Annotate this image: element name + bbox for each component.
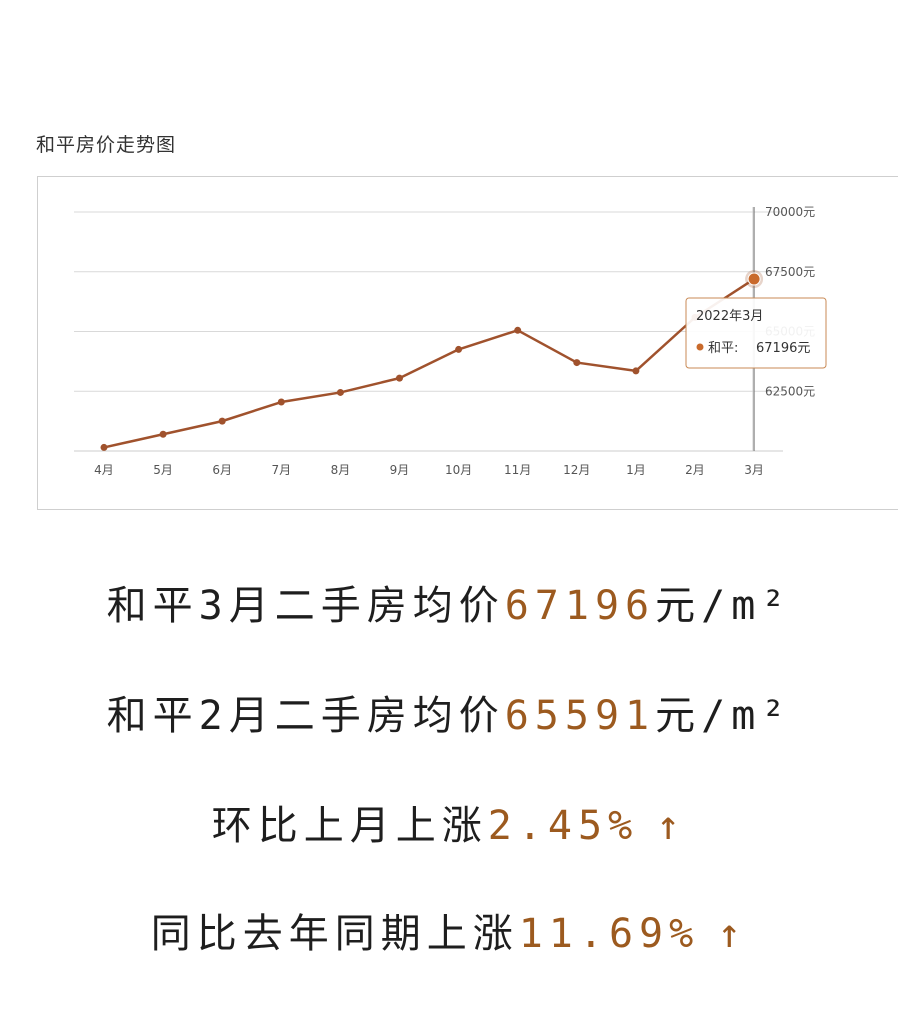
chart-title: 和平房价走势图 — [36, 134, 177, 156]
x-tick-label: 1月 — [626, 463, 646, 477]
chart-panel: 62500元65000元67500元70000元4月5月6月7月8月9月10月1… — [37, 176, 898, 510]
up-arrow-icon: ↑ — [717, 911, 748, 957]
y-tick-label: 62500元 — [765, 384, 815, 398]
x-tick-label: 3月 — [744, 463, 764, 477]
tooltip-series-dot — [696, 343, 704, 351]
data-point — [277, 398, 285, 406]
stat-month-over-month: 环比上月上涨2.45% ↑ — [0, 793, 898, 851]
tooltip-box — [685, 297, 827, 369]
data-point — [159, 430, 167, 438]
stat-value: 67196 — [504, 583, 656, 629]
stat-label: 和平3月二手房均价 — [106, 583, 505, 629]
x-tick-label: 2月 — [685, 463, 705, 477]
x-tick-label: 8月 — [331, 463, 351, 477]
stat-february-price: 和平2月二手房均价65591元/m² — [0, 683, 898, 741]
price-trend-chart: 62500元65000元67500元70000元4月5月6月7月8月9月10月1… — [74, 205, 827, 477]
data-point — [455, 345, 463, 353]
data-point — [336, 388, 344, 396]
stat-value: 11.69% — [518, 911, 700, 957]
x-tick-label: 4月 — [94, 463, 114, 477]
data-point — [632, 367, 640, 375]
stat-label: 和平2月二手房均价 — [106, 693, 505, 739]
data-point — [573, 359, 581, 367]
x-tick-label: 10月 — [445, 463, 472, 477]
x-tick-label: 6月 — [212, 463, 232, 477]
data-point — [218, 417, 226, 425]
data-point — [100, 443, 108, 451]
up-arrow-icon: ↑ — [656, 803, 687, 849]
stat-value: 2.45% — [487, 803, 639, 849]
y-tick-label: 70000元 — [765, 205, 815, 219]
stat-unit: 元/m² — [655, 693, 792, 739]
x-tick-label: 7月 — [271, 463, 291, 477]
tooltip-title: 2022年3月 — [696, 309, 763, 324]
stat-label: 环比上月上涨 — [211, 803, 488, 849]
stat-label: 同比去年同期上涨 — [150, 911, 519, 957]
data-point-highlighted — [747, 272, 761, 286]
x-tick-label: 5月 — [153, 463, 173, 477]
x-tick-label: 12月 — [563, 463, 590, 477]
tooltip-series-label: 和平: — [708, 341, 738, 356]
x-tick-label: 11月 — [504, 463, 531, 477]
stat-value: 65591 — [504, 693, 656, 739]
stat-year-over-year: 同比去年同期上涨11.69% ↑ — [0, 901, 898, 959]
y-tick-label: 67500元 — [765, 265, 815, 279]
data-point — [396, 374, 403, 382]
x-tick-label: 9月 — [390, 463, 410, 477]
data-point — [514, 326, 522, 334]
tooltip-value: 67196元 — [756, 341, 810, 356]
stat-march-price: 和平3月二手房均价67196元/m² — [0, 573, 898, 631]
stat-unit: 元/m² — [655, 583, 792, 629]
series-line — [103, 277, 755, 449]
